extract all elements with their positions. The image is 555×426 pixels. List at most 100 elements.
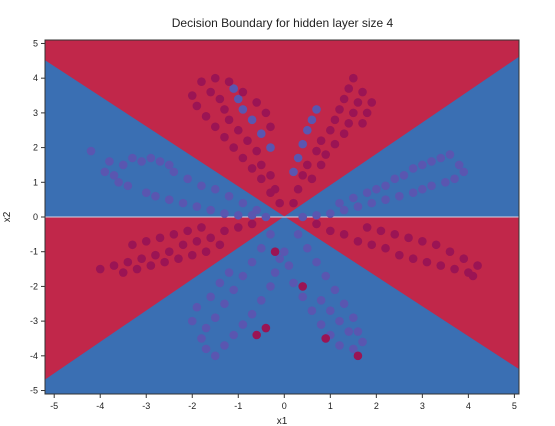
point-series1-67 <box>160 257 169 267</box>
point-series0-66 <box>210 351 220 361</box>
point-series0-18 <box>220 209 229 218</box>
y-axis-ticks: -5 -4 -3 -2 -1 0 1 2 3 4 5 <box>30 38 45 396</box>
point-series1-12 <box>187 91 197 100</box>
point-series0-78 <box>215 278 225 288</box>
x-tick-label: -5 <box>50 401 58 411</box>
point-series1-38 <box>293 184 303 194</box>
point-series0-6 <box>155 157 165 166</box>
x-tick-label: -3 <box>142 401 150 411</box>
point-series0-100 <box>326 306 335 316</box>
x-tick-label: 2 <box>374 401 379 411</box>
y-tick-label: -2 <box>30 281 38 291</box>
point-series0-10 <box>114 177 123 187</box>
point-series1-92 <box>431 240 441 250</box>
point-series1-86 <box>353 236 363 246</box>
point-series0-84 <box>330 285 340 295</box>
point-series0-50 <box>326 209 335 218</box>
point-series1-17 <box>229 143 238 152</box>
x-axis-ticks: -5 -4 -3 -2 -1 0 1 2 3 4 5 <box>50 394 517 411</box>
point-series1-85 <box>367 240 377 250</box>
point-series0-95 <box>289 278 298 288</box>
point-series0-11 <box>123 181 133 191</box>
point-series0-9 <box>109 171 119 180</box>
x-tick-label: -2 <box>188 401 196 411</box>
point-series0-32 <box>418 160 427 170</box>
point-series0-53 <box>362 188 372 198</box>
point-series1-52 <box>95 264 105 274</box>
point-series1-20 <box>256 174 266 184</box>
point-series0-104 <box>238 105 248 114</box>
x-tick-label: -4 <box>96 401 104 411</box>
point-series0-63 <box>201 323 211 333</box>
point-series0-74 <box>275 254 284 263</box>
point-series0-47 <box>367 198 377 208</box>
point-series0-40 <box>450 174 459 184</box>
point-series1-27 <box>266 122 275 132</box>
point-series1-64 <box>118 268 128 277</box>
point-series1-70 <box>201 247 211 257</box>
point-series1-7 <box>252 146 261 156</box>
point-series0-24 <box>197 181 206 191</box>
point-series0-45 <box>395 191 404 201</box>
point-series0-101 <box>316 295 326 305</box>
point-series1-40 <box>358 87 367 97</box>
x-tick-label: 3 <box>420 401 425 411</box>
point-series1-29 <box>344 84 354 93</box>
point-series1-68 <box>174 254 183 263</box>
point-series0-46 <box>381 195 390 204</box>
point-series0-25 <box>210 184 220 194</box>
y-tick-label: 1 <box>33 177 38 187</box>
point-series1-93 <box>418 236 427 246</box>
y-tick-label: -3 <box>30 316 38 326</box>
point-series1-63 <box>247 219 257 229</box>
point-series0-98 <box>344 327 354 336</box>
point-series1-57 <box>164 247 174 257</box>
point-series1-80 <box>436 261 446 270</box>
point-series1-35 <box>312 146 321 156</box>
point-series0-109 <box>307 115 317 125</box>
point-series0-5 <box>146 153 156 163</box>
point-series0-57 <box>256 243 266 253</box>
point-series0-44 <box>408 188 418 198</box>
point-series1-46 <box>321 150 331 159</box>
point-series0-89 <box>349 344 358 354</box>
point-series1-48 <box>307 174 317 184</box>
point-series1-53 <box>109 261 119 270</box>
point-series0-77 <box>206 292 215 302</box>
y-axis-label: x2 <box>2 211 13 222</box>
point-series1-97 <box>362 223 372 232</box>
point-series0-99 <box>335 316 344 326</box>
point-series1-76 <box>183 226 192 236</box>
point-series0-108 <box>312 105 321 114</box>
point-series1-65 <box>132 264 142 274</box>
point-series0-36 <box>381 181 390 191</box>
point-series1-75 <box>169 230 179 239</box>
point-series1-37 <box>298 171 308 180</box>
point-series0-70 <box>247 309 257 319</box>
point-series0-94 <box>298 292 308 302</box>
point-series0-56 <box>266 230 275 239</box>
point-series1-88 <box>326 226 335 236</box>
point-series0-69 <box>238 320 248 329</box>
point-series0-54 <box>349 193 358 203</box>
point-series0-2 <box>118 160 128 170</box>
point-series0-82 <box>312 257 321 267</box>
point-series0-83 <box>321 271 331 281</box>
point-series1-50 <box>362 108 372 118</box>
point-series0-55 <box>335 198 344 208</box>
point-series0-79 <box>224 268 234 277</box>
point-series1-74 <box>155 233 165 243</box>
point-series1-45 <box>330 139 340 149</box>
point-series0-29 <box>445 150 455 159</box>
point-series0-75 <box>187 316 197 326</box>
point-series1-66 <box>146 261 156 270</box>
point-series0-1 <box>105 157 114 166</box>
point-series0-113 <box>289 167 298 177</box>
point-series1-2 <box>215 94 225 104</box>
decision-regions <box>44 39 520 395</box>
scatter-points <box>86 73 482 361</box>
point-series1-47 <box>316 160 326 170</box>
point-series1-32 <box>330 115 340 125</box>
point-series0-67 <box>220 341 229 350</box>
point-series0-38 <box>454 160 464 170</box>
